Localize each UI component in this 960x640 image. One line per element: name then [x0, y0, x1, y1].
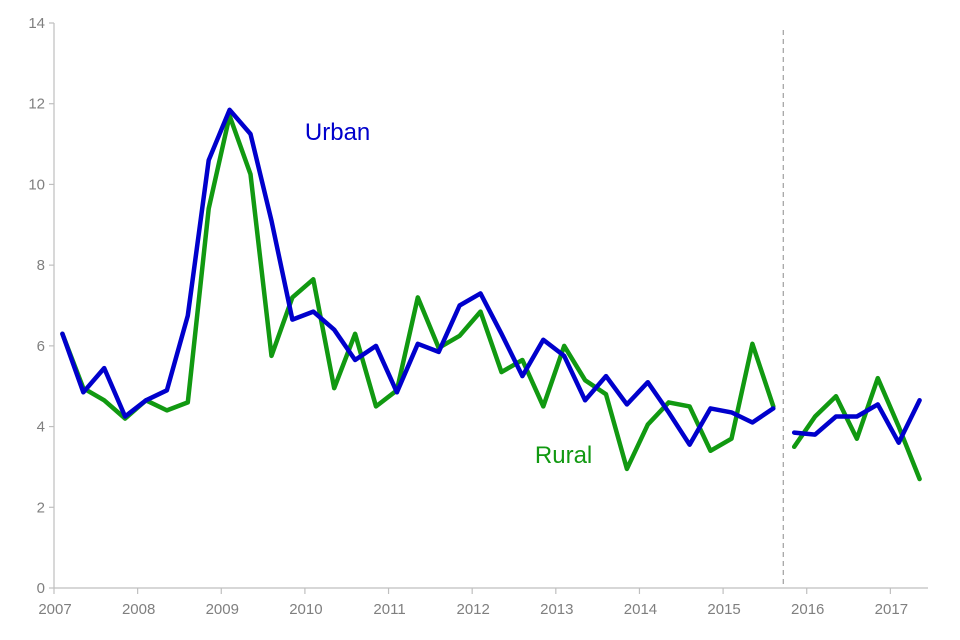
y-tick-label: 12 — [28, 96, 45, 113]
x-tick-label: 2009 — [206, 601, 239, 618]
rural-series-line-2 — [791, 375, 922, 482]
y-tick-label: 0 — [37, 580, 45, 597]
axes: 0 2 4 6 8 10 12 14 2007 2008 2009 2010 2011 2012 2013 2… — [28, 15, 928, 618]
series-lines — [60, 107, 922, 482]
y-tick-label: 8 — [37, 257, 45, 274]
rural-series-label: Rural — [535, 442, 592, 469]
x-tick-label: 2010 — [289, 601, 322, 618]
urban-series-line-2 — [791, 398, 922, 445]
x-tick-label: 2012 — [456, 601, 489, 618]
x-tick-label: 2015 — [707, 601, 740, 618]
x-tick-label: 2013 — [540, 601, 573, 618]
y-tick-label: 10 — [28, 176, 45, 193]
series-labels: Urban Rural — [305, 119, 592, 469]
y-tick-label: 2 — [37, 499, 45, 516]
x-tick-label: 2014 — [624, 601, 657, 618]
y-tick-label: 4 — [37, 419, 45, 436]
x-tick-label: 2017 — [875, 601, 908, 618]
x-tick-label: 2008 — [122, 601, 155, 618]
rural-series-line-1 — [60, 113, 776, 472]
x-tick-label: 2016 — [791, 601, 824, 618]
urban-series-label: Urban — [305, 119, 370, 146]
y-tick-label: 14 — [28, 15, 45, 32]
y-tick-label: 6 — [37, 338, 45, 355]
urban-series-line-1 — [60, 107, 776, 447]
x-tick-label: 2011 — [373, 601, 405, 618]
x-tick-label: 2007 — [38, 601, 71, 618]
